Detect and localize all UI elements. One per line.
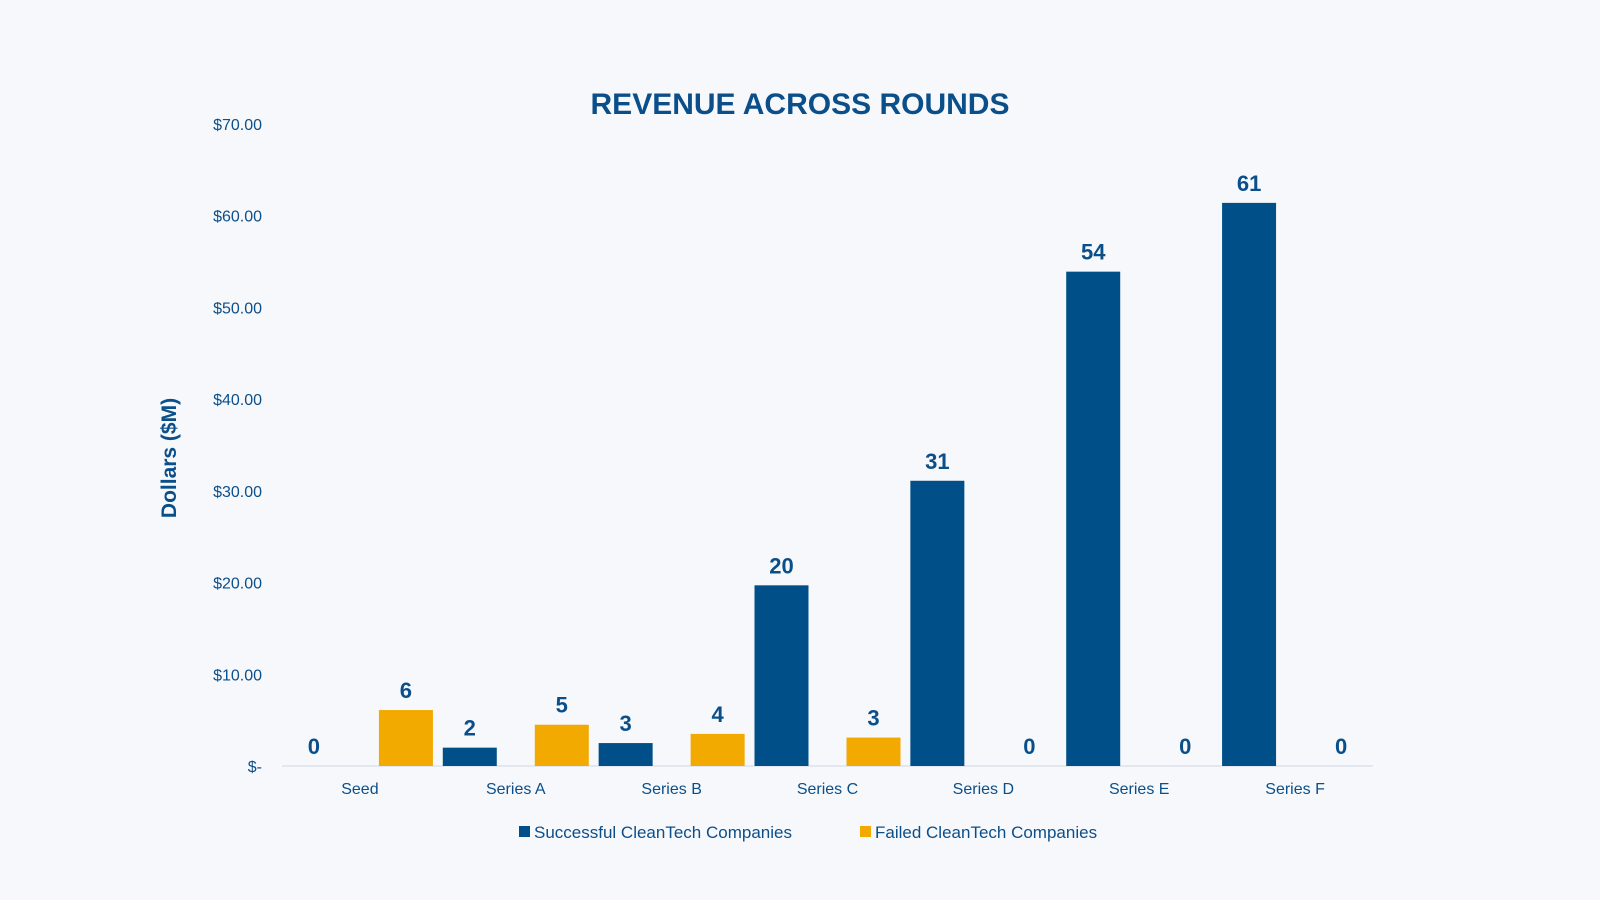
y-tick-label: $40.00	[213, 392, 262, 409]
data-label-failed-5: 0	[1179, 734, 1191, 759]
x-tick-label: Series C	[797, 781, 858, 798]
y-axis-ticks: $- $10.00 $20.00 $30.00 $40.00 $50.00 $60.00 $7…	[213, 117, 262, 776]
bar-failed-1	[534, 724, 589, 766]
y-axis-label: Dollars ($M)	[158, 398, 181, 518]
legend-label-successful: Successful CleanTech Companies	[534, 823, 792, 842]
data-label-failed-3: 3	[867, 706, 879, 731]
legend-label-failed: Failed CleanTech Companies	[875, 823, 1097, 842]
data-label-successful-2: 3	[620, 711, 632, 736]
bar-successful-4	[910, 480, 965, 766]
x-tick-label: Series B	[641, 781, 701, 798]
data-label-failed-2: 4	[712, 702, 725, 727]
bar-failed-0	[378, 710, 433, 766]
bar-successful-3	[754, 585, 809, 766]
legend: Successful CleanTech Companies Failed Cle…	[519, 823, 1097, 842]
y-tick-label: $50.00	[213, 300, 262, 317]
data-label-successful-5: 54	[1081, 240, 1106, 265]
bar-successful-6	[1222, 202, 1277, 767]
x-tick-label: Series F	[1265, 781, 1325, 798]
y-tick-label: $60.00	[213, 209, 262, 226]
bar-successful-2	[598, 743, 653, 766]
bar-failed-3	[846, 737, 901, 766]
data-label-successful-6: 61	[1237, 171, 1261, 196]
legend-swatch-failed	[860, 826, 871, 837]
x-tick-label: Seed	[341, 781, 378, 798]
data-label-successful-4: 31	[925, 449, 949, 474]
data-label-failed-4: 0	[1023, 734, 1035, 759]
data-label-failed-6: 0	[1335, 734, 1347, 759]
bar-successful-1	[442, 747, 497, 766]
chart-title: REVENUE ACROSS ROUNDS	[591, 88, 1010, 121]
y-tick-label: $70.00	[213, 117, 262, 134]
x-tick-label: Series D	[953, 781, 1014, 798]
data-label-failed-1: 5	[556, 693, 568, 718]
data-label-successful-0: 0	[308, 734, 320, 759]
x-tick-label: Series A	[486, 781, 546, 798]
x-tick-label: Series E	[1109, 781, 1169, 798]
y-tick-label: $30.00	[213, 484, 262, 501]
data-labels-group: 0 6 2 5 3 4 20 3 31 0 54 0 61 0	[308, 171, 1347, 759]
bar-failed-2	[690, 733, 745, 766]
bar-successful-5	[1066, 271, 1121, 766]
legend-swatch-successful	[519, 826, 530, 837]
data-label-successful-3: 20	[769, 553, 793, 578]
x-axis-ticks: Seed Series A Series B Series C Series D Seri…	[341, 781, 1325, 798]
bars-group	[378, 202, 1277, 767]
y-tick-label: $-	[248, 759, 262, 776]
data-label-failed-0: 6	[400, 678, 412, 703]
y-tick-label: $10.00	[213, 667, 262, 684]
y-tick-label: $20.00	[213, 576, 262, 593]
data-label-successful-1: 2	[464, 716, 476, 741]
